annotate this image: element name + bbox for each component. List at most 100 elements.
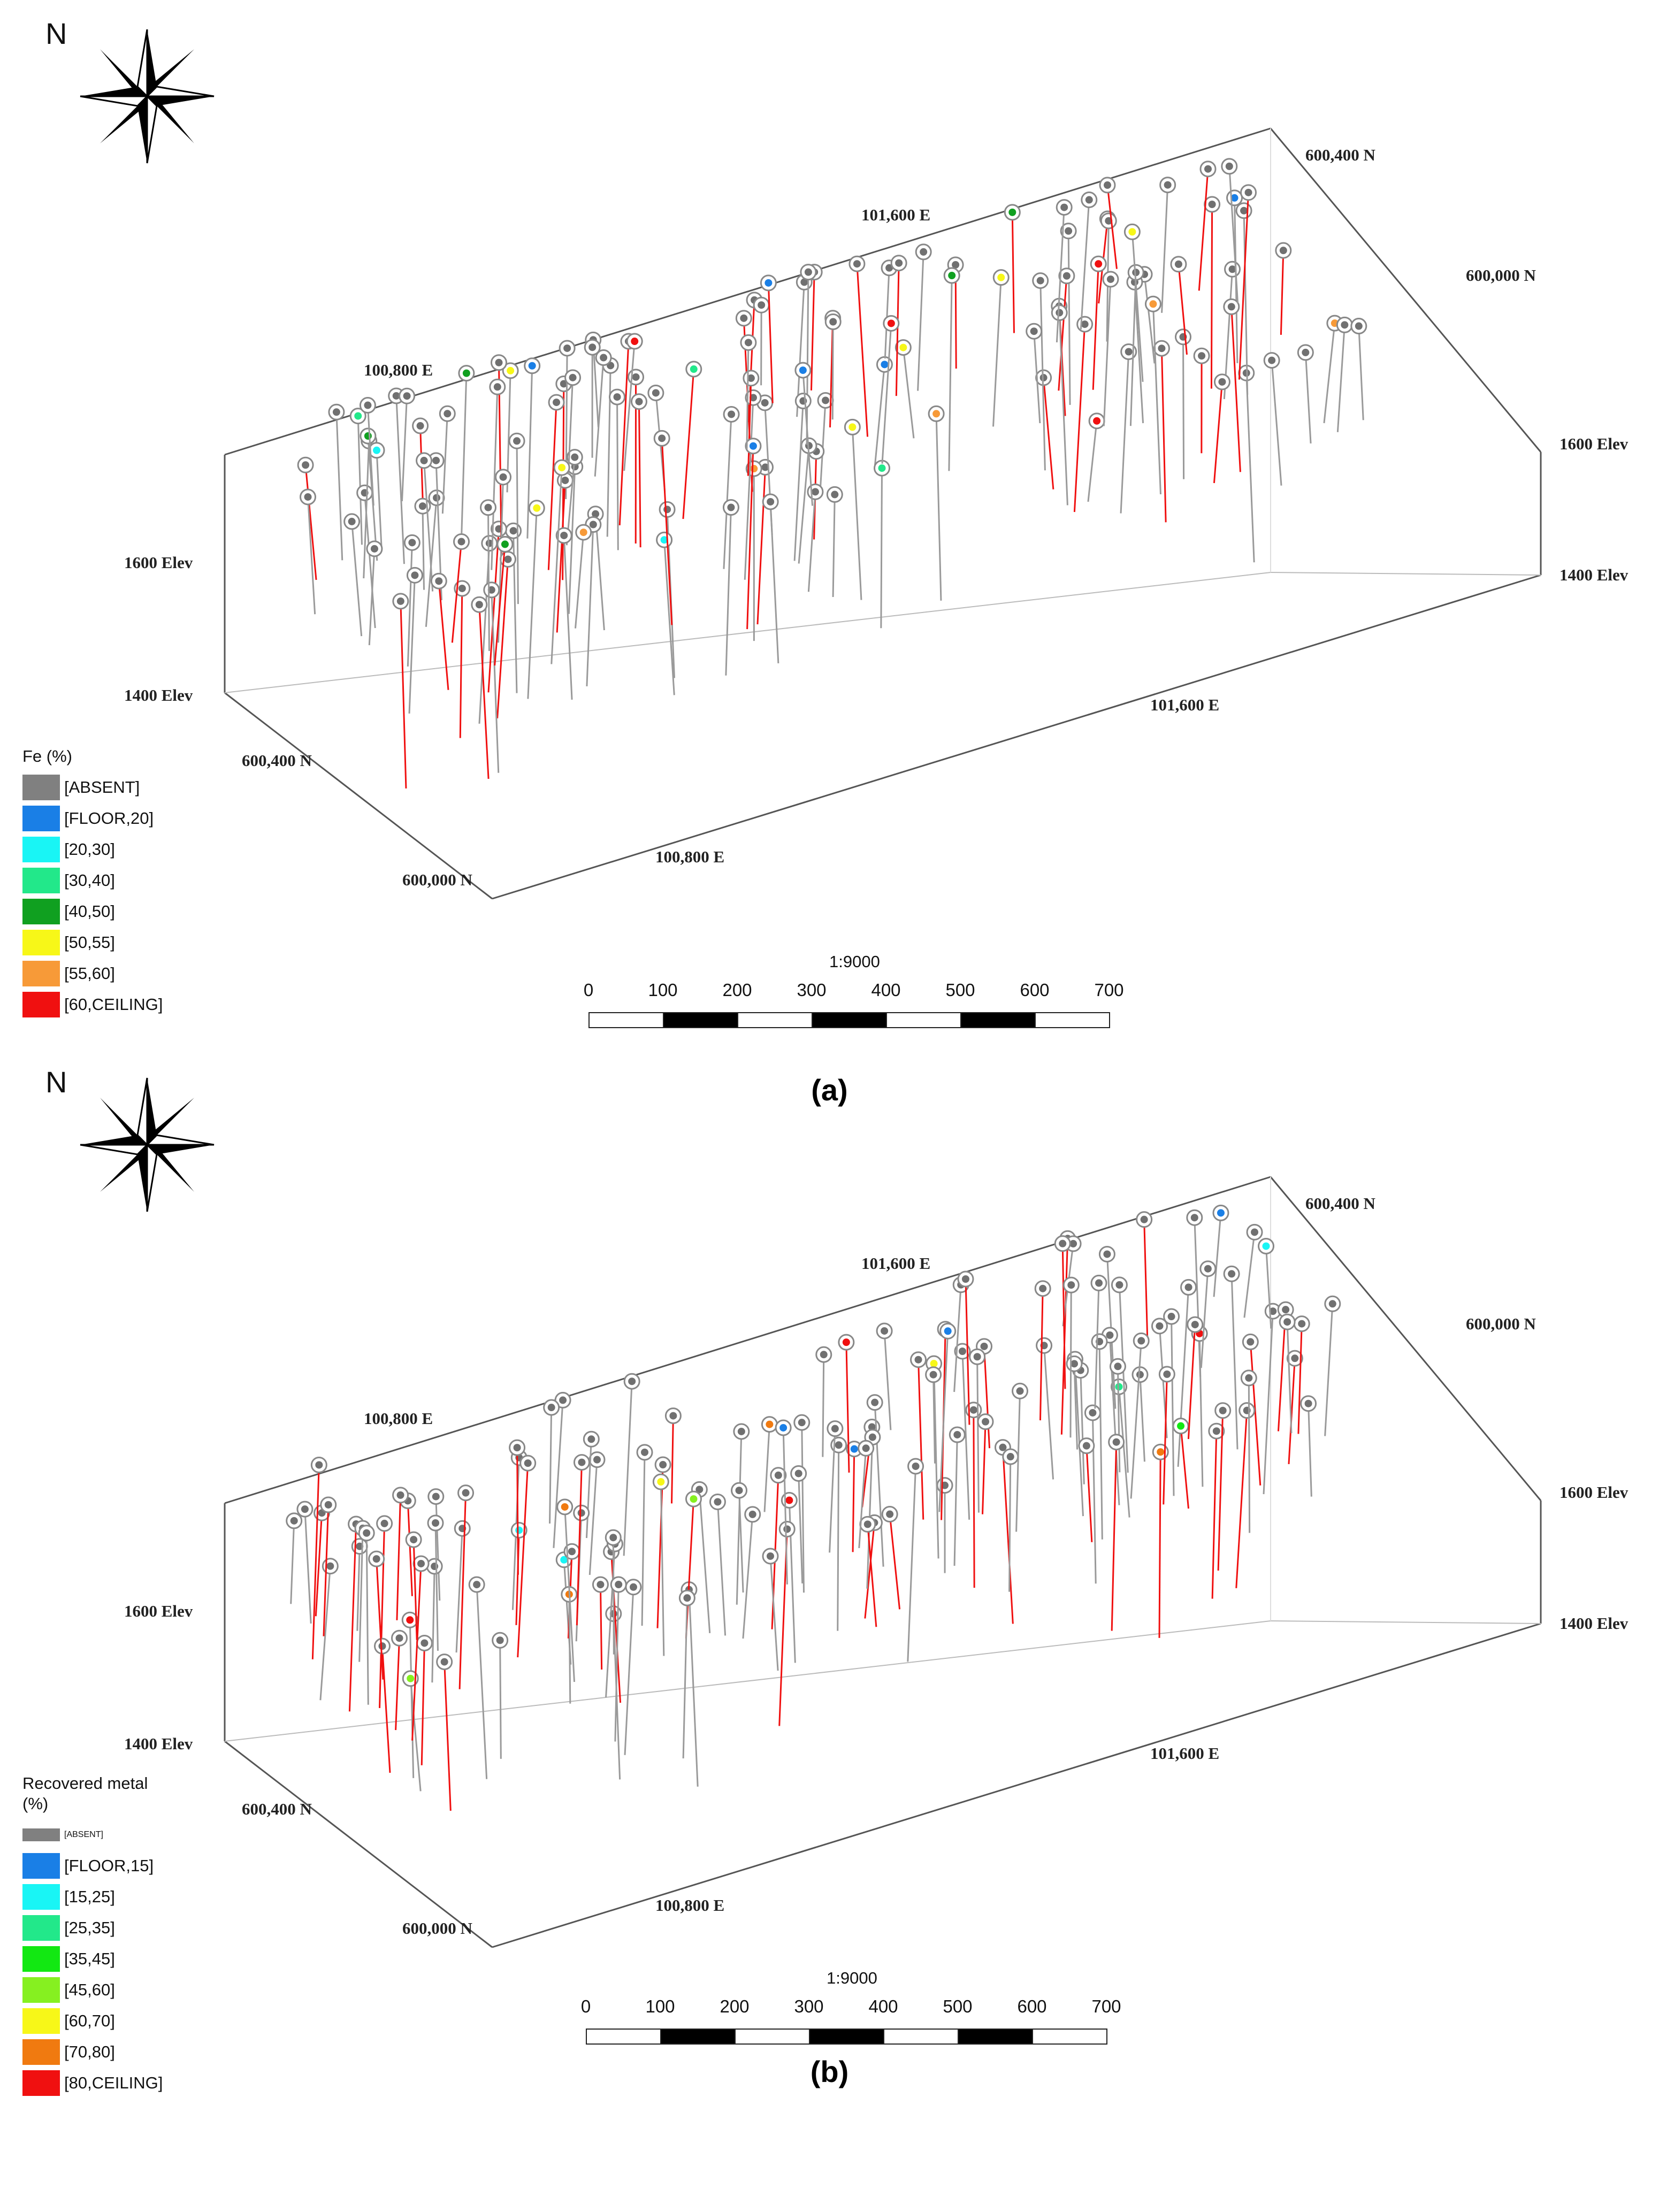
drillhole bbox=[551, 459, 570, 664]
legend-label: [70,80] bbox=[64, 2042, 115, 2061]
drillhole-trace bbox=[880, 468, 883, 629]
scale-segment bbox=[735, 2029, 810, 2045]
drillhole-trace bbox=[688, 1589, 699, 1787]
drillhole-trace bbox=[1163, 1374, 1168, 1505]
collar-dot bbox=[1125, 348, 1133, 356]
collar-dot bbox=[1163, 1370, 1171, 1378]
collar-dot bbox=[871, 1398, 879, 1406]
legend-item: [80,CEILING] bbox=[22, 2068, 163, 2099]
drillhole-trace bbox=[411, 1563, 422, 1741]
drillhole-trace bbox=[778, 1529, 788, 1726]
collar-dot bbox=[560, 380, 568, 388]
legend-items: [ABSENT] [FLOOR,20] [20,30] [30,40] [40,50] [… bbox=[22, 772, 163, 1020]
drillhole bbox=[838, 1334, 855, 1473]
collar-dot bbox=[829, 318, 837, 326]
collar-dot bbox=[1245, 1374, 1253, 1382]
drillhole-trace bbox=[407, 542, 413, 667]
collar-dot bbox=[885, 264, 893, 272]
drillhole-trace bbox=[829, 1428, 836, 1553]
legend-item: [35,45] bbox=[22, 1943, 163, 1974]
drillhole bbox=[1223, 1265, 1240, 1450]
drillhole bbox=[468, 1576, 488, 1779]
drillhole-trace bbox=[1228, 166, 1239, 304]
legend-item: [70,80] bbox=[22, 2037, 163, 2068]
collar-dot bbox=[568, 1548, 576, 1556]
drillhole-trace bbox=[499, 1640, 502, 1759]
drillhole bbox=[969, 1348, 986, 1513]
drillhole-trace bbox=[1118, 1284, 1129, 1473]
drillhole-trace bbox=[746, 342, 750, 450]
collar-dot bbox=[1114, 1363, 1122, 1371]
drillhole-trace bbox=[660, 1481, 665, 1656]
drillhole-trace bbox=[852, 1449, 855, 1552]
drillhole bbox=[907, 1458, 924, 1662]
label-elev-left-upper: 1600 Elev bbox=[124, 1602, 193, 1620]
drillhole-trace bbox=[1280, 250, 1285, 335]
collar-dot bbox=[953, 1430, 961, 1438]
drillhole-trace bbox=[527, 508, 538, 699]
legend-item: [ABSENT] bbox=[22, 772, 163, 803]
drillhole-trace bbox=[1039, 280, 1046, 471]
drillhole-trace bbox=[1152, 304, 1161, 495]
legend-item: [FLOOR,20] bbox=[22, 803, 163, 834]
collar-dot bbox=[1167, 1313, 1175, 1321]
drillhole-trace bbox=[358, 1528, 364, 1662]
drillhole bbox=[623, 1373, 640, 1556]
north-label: N bbox=[45, 1065, 67, 1099]
drillhole-3d-view-a: 101,600 E 100,800 E 600,400 N 600,000 N … bbox=[80, 29, 1629, 900]
collar-dot bbox=[560, 1556, 568, 1564]
collar-dot bbox=[396, 1491, 404, 1499]
legend-item: [15,25] bbox=[22, 1881, 163, 1912]
drillhole-trace bbox=[663, 540, 675, 695]
collar-dot bbox=[740, 314, 748, 322]
drillhole bbox=[399, 387, 416, 502]
drillhole bbox=[859, 1516, 877, 1627]
collar-dot bbox=[440, 1658, 448, 1666]
drillhole bbox=[1221, 158, 1239, 304]
collar-dot bbox=[348, 517, 356, 525]
collar-dot bbox=[652, 389, 660, 397]
drillhole-trace bbox=[1001, 1447, 1014, 1624]
collar-dot bbox=[615, 1581, 623, 1589]
drillhole-trace bbox=[1230, 1274, 1238, 1450]
collar-dot bbox=[878, 464, 886, 472]
drillhole-trace bbox=[1043, 377, 1054, 489]
drillhole-trace bbox=[1058, 312, 1068, 506]
legend-swatch bbox=[22, 961, 60, 986]
drillhole-trace bbox=[798, 1473, 804, 1583]
scale-tick-label: 300 bbox=[797, 980, 827, 1000]
legend-label: [ABSENT] bbox=[64, 1830, 103, 1839]
collar-dot bbox=[1341, 321, 1349, 329]
legend-swatch bbox=[22, 2039, 60, 2065]
label-elev-right-lower: 1400 Elev bbox=[1559, 1614, 1629, 1633]
collar-dot bbox=[895, 259, 903, 267]
collar-dot bbox=[659, 1461, 667, 1469]
drillhole-trace bbox=[623, 1381, 633, 1556]
collar-dot bbox=[952, 261, 960, 269]
collar-dot bbox=[1208, 200, 1216, 208]
drillhole-trace bbox=[478, 604, 490, 779]
scale-segment bbox=[588, 1012, 664, 1028]
label-northing-bottom: 600,000 N bbox=[402, 1919, 472, 1938]
collar-dot bbox=[493, 383, 501, 391]
drillhole-trace bbox=[1198, 169, 1209, 291]
collar-dot bbox=[761, 463, 769, 471]
scale-tick-label: 500 bbox=[945, 980, 975, 1000]
collar-dot bbox=[577, 1509, 585, 1517]
label-northing-top-right: 600,000 N bbox=[1466, 1314, 1536, 1333]
drillhole-trace bbox=[395, 1638, 401, 1731]
collar-dot bbox=[1247, 1338, 1255, 1346]
drillhole bbox=[636, 1444, 653, 1626]
drillhole-trace bbox=[801, 1422, 805, 1593]
collar-dot bbox=[290, 1517, 298, 1525]
collar-dot bbox=[420, 456, 428, 464]
drillhole bbox=[403, 534, 421, 667]
drillhole-trace bbox=[1056, 207, 1065, 343]
collar-dot bbox=[1081, 320, 1089, 328]
drillhole bbox=[553, 1391, 571, 1548]
collar-dot bbox=[417, 1559, 425, 1567]
scale-segment bbox=[1032, 2029, 1107, 2045]
drillhole bbox=[1258, 1237, 1275, 1329]
scale-tick-label: 200 bbox=[722, 980, 752, 1000]
collar-dot bbox=[1217, 1209, 1225, 1217]
